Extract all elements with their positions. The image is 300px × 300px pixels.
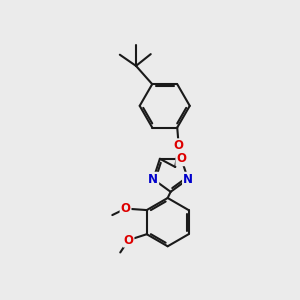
Text: O: O — [174, 139, 184, 152]
Text: O: O — [121, 202, 130, 215]
Text: O: O — [124, 234, 134, 247]
Text: N: N — [183, 173, 193, 186]
Text: N: N — [148, 173, 158, 186]
Text: O: O — [176, 152, 186, 165]
